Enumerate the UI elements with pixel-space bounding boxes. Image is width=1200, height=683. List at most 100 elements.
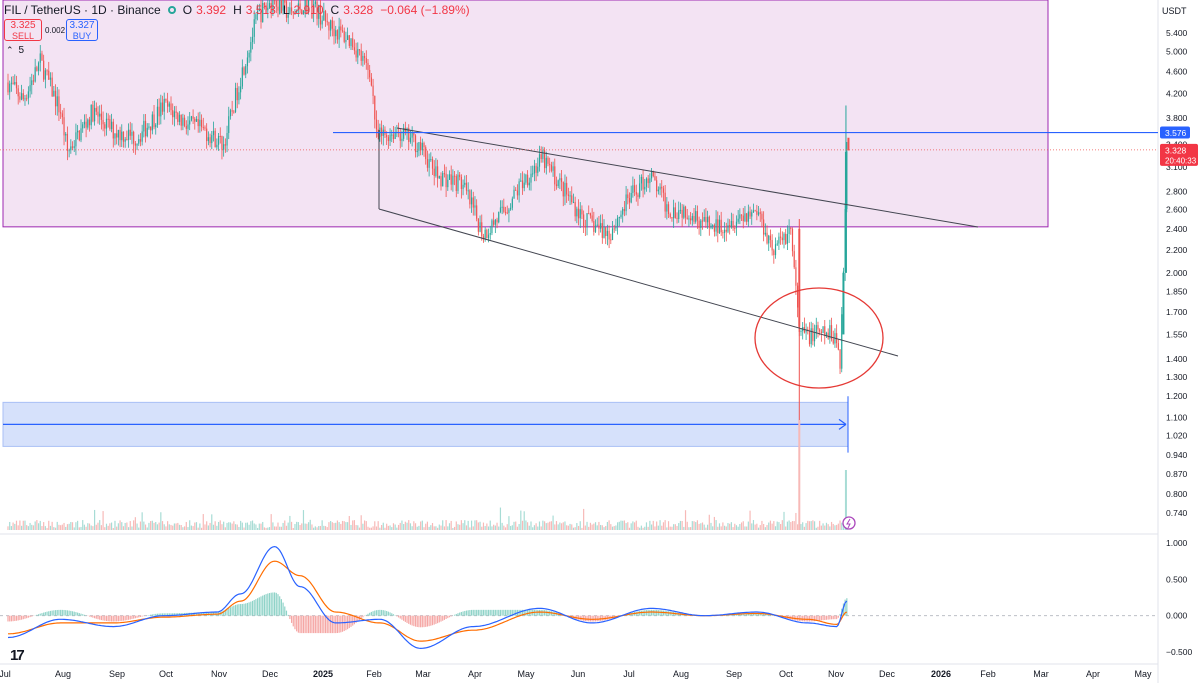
macd-hist-bar xyxy=(197,612,199,616)
volume-bar xyxy=(251,520,254,530)
volume-bar xyxy=(817,526,819,530)
volume-bar xyxy=(751,523,753,530)
macd-hist-bar xyxy=(542,609,544,616)
candle-body xyxy=(832,339,834,344)
macd-hist-bar xyxy=(19,615,21,621)
tradingview-logo-icon[interactable]: 17 xyxy=(10,647,25,664)
macd-hist-bar xyxy=(396,615,398,617)
volume-bar xyxy=(421,520,423,530)
macd-hist-bar xyxy=(504,609,507,616)
symbol-label[interactable]: FIL / TetherUS · 1D · Binance xyxy=(4,3,161,17)
volume-bar xyxy=(698,523,700,530)
candle-body xyxy=(428,159,430,168)
macd-hist-bar xyxy=(29,615,31,618)
volume-bar xyxy=(611,526,614,530)
candle-body xyxy=(61,113,63,118)
candle-body xyxy=(65,133,67,136)
candle-body xyxy=(88,119,91,126)
macd-hist-bar xyxy=(37,614,40,616)
macd-hist-bar xyxy=(747,613,749,616)
candle-body xyxy=(282,0,284,11)
time-tick-label: Jun xyxy=(571,669,586,679)
volume-bar xyxy=(705,527,707,530)
volume-bar xyxy=(550,521,552,530)
candle-body xyxy=(774,244,777,256)
volume-bar xyxy=(707,524,709,530)
macd-hist-bar xyxy=(90,615,92,618)
volume-bar xyxy=(88,523,91,530)
volume-bar xyxy=(667,521,670,530)
volume-bar xyxy=(194,522,196,530)
macd-hist-bar xyxy=(540,609,542,616)
volume-bar xyxy=(136,523,138,530)
macd-hist-bar xyxy=(482,609,485,616)
volume-bar xyxy=(545,523,547,530)
volume-bar xyxy=(632,521,634,530)
candle-body xyxy=(523,182,525,189)
macd-hist-bar xyxy=(584,615,586,622)
volume-bar xyxy=(348,515,350,530)
candle-body xyxy=(464,182,466,185)
candle-body xyxy=(336,30,339,40)
macd-hist-bar xyxy=(382,610,384,616)
macd-hist-bar xyxy=(594,615,597,622)
macd-hist-bar xyxy=(117,615,119,622)
candle-body xyxy=(630,192,632,203)
macd-hist-bar xyxy=(119,615,121,622)
candle-body xyxy=(335,30,337,37)
candle-body xyxy=(662,188,665,193)
macd-hist-bar xyxy=(837,615,839,618)
volume-bar xyxy=(311,524,313,530)
macd-hist-bar xyxy=(491,609,493,616)
macd-hist-bar xyxy=(313,615,315,634)
candle-body xyxy=(841,314,843,369)
candle-body xyxy=(387,137,389,142)
volume-bar xyxy=(825,522,828,530)
volume-bar xyxy=(815,527,817,530)
volume-bar xyxy=(448,523,451,530)
volume-bar xyxy=(418,525,420,530)
currency-label[interactable]: USDT xyxy=(1162,6,1187,16)
volume-bar xyxy=(384,527,386,530)
indicators-toggle[interactable]: ⌃ 5 xyxy=(6,45,24,56)
volume-bar xyxy=(71,522,74,530)
price-tick-label: 1.300 xyxy=(1166,372,1188,382)
volume-bar xyxy=(523,511,525,530)
candle-body xyxy=(666,204,668,212)
time-tick-label: Oct xyxy=(779,669,794,679)
volume-bar xyxy=(737,526,739,530)
candle-body xyxy=(82,124,84,129)
volume-bar xyxy=(284,520,286,530)
candle-body xyxy=(600,223,602,229)
candle-body xyxy=(455,176,457,192)
volume-bar xyxy=(267,527,269,530)
candle-body xyxy=(236,87,238,101)
macd-hist-bar xyxy=(379,609,381,616)
sell-button[interactable]: 3.325 SELL xyxy=(4,19,42,41)
volume-bar xyxy=(350,524,352,530)
candle-body xyxy=(238,92,240,101)
volume-bar xyxy=(94,509,96,530)
candle-body xyxy=(550,164,552,171)
candle-body xyxy=(503,206,505,212)
buy-button[interactable]: 3.327 BUY xyxy=(66,19,98,41)
volume-bar xyxy=(161,521,164,530)
crash-volume xyxy=(798,420,801,530)
volume-bar xyxy=(182,527,184,530)
volume-bar xyxy=(197,527,199,530)
volume-bar xyxy=(253,523,255,530)
candle-body xyxy=(17,88,19,97)
volume-bar xyxy=(572,527,575,530)
macd-hist-bar xyxy=(367,613,369,616)
volume-bar xyxy=(785,526,787,530)
macd-hist-bar xyxy=(403,615,405,621)
volume-bar xyxy=(600,524,602,530)
volume-bar xyxy=(566,525,568,530)
volume-bar xyxy=(559,522,561,530)
candle-body xyxy=(367,62,369,70)
macd-hist-bar xyxy=(802,615,804,622)
volume-bar xyxy=(820,525,822,530)
volume-bar xyxy=(494,525,496,530)
time-tick-label: Feb xyxy=(980,669,996,679)
